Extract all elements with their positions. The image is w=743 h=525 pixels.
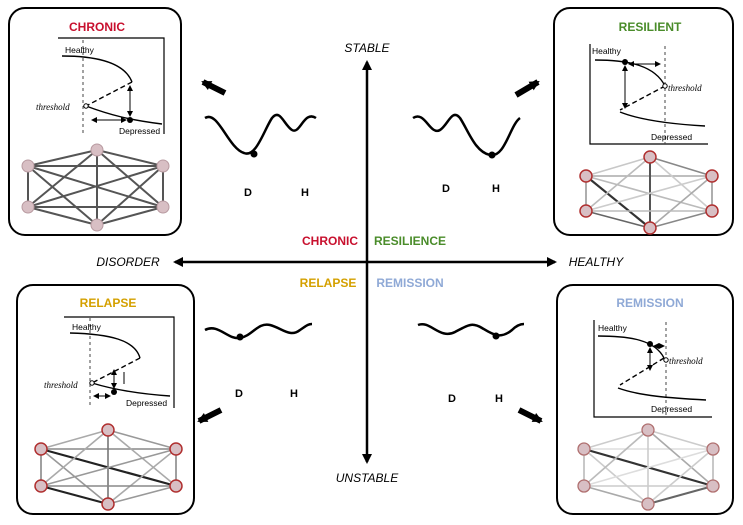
axis-label-unstable: UNSTABLE (336, 471, 399, 485)
landscape-remission: D H (417, 322, 525, 405)
panel-frame (556, 284, 734, 515)
plot-frame (64, 316, 175, 408)
ball (250, 150, 258, 158)
main-axes (173, 60, 557, 464)
label-depressed: Depressed (119, 126, 160, 136)
unstable-branch (85, 81, 133, 107)
panel-title: CHRONIC (69, 20, 125, 34)
label-healthy: Healthy (592, 46, 622, 56)
potential-curve (417, 322, 525, 337)
depressed-branch (85, 105, 163, 125)
quadrant-label-resilience: RESILIENCE (374, 234, 446, 248)
label-healthy: Healthy (598, 323, 628, 333)
ball (236, 333, 244, 341)
network-nodes (579, 150, 719, 235)
plot-frame (593, 320, 712, 418)
network (40, 429, 177, 506)
healthy-branch (69, 332, 141, 359)
label-threshold: threshold (668, 83, 702, 93)
label-d: D (244, 187, 252, 199)
healthy-branch (597, 335, 665, 359)
fold-point (83, 103, 89, 109)
quadrant-label-relapse: RELAPSE (300, 276, 357, 290)
panel-title: REMISSION (616, 296, 683, 310)
label-d: D (448, 393, 456, 405)
ball (488, 151, 496, 159)
landscape-relapse: D H (204, 322, 313, 400)
arrow-to-chronic (201, 79, 227, 96)
panel-title: RELAPSE (80, 296, 137, 310)
landscape-resilient: D H (412, 113, 521, 195)
label-depressed: Depressed (651, 132, 692, 142)
axis-label-stable: STABLE (344, 41, 390, 55)
label-threshold: threshold (669, 356, 703, 366)
state-dot (127, 117, 133, 123)
state-dot (647, 341, 653, 347)
label-healthy: Healthy (65, 45, 95, 55)
network-nodes (21, 143, 170, 232)
arrow-to-remission (517, 407, 543, 424)
label-d: D (235, 388, 243, 400)
network-nodes (577, 423, 720, 511)
label-depressed: Depressed (126, 398, 167, 408)
panel-chronic: CHRONIC Healthy threshold Depressed (8, 7, 182, 236)
network (585, 156, 713, 229)
fold-point (663, 357, 669, 363)
network-nodes (34, 423, 183, 511)
panel-relapse: RELAPSE Healthy threshold Depressed (16, 284, 195, 515)
panel-frame (553, 7, 734, 236)
arrow-to-relapse (197, 407, 223, 424)
ball (492, 332, 500, 340)
label-h: H (290, 388, 298, 400)
potential-curve (412, 113, 521, 157)
label-h: H (492, 183, 500, 195)
axis-label-healthy: HEALTHY (569, 255, 624, 269)
panel-title: RESILIENT (619, 20, 682, 34)
panel-arrows (197, 79, 543, 424)
quadrant-label-remission: REMISSION (376, 276, 443, 290)
network (27, 149, 164, 226)
plot-frame (58, 37, 165, 134)
state-dot (622, 59, 628, 65)
potential-curve (204, 113, 317, 155)
axis-label-disorder: DISORDER (96, 255, 160, 269)
depressed-branch (617, 387, 707, 401)
label-h: H (301, 187, 309, 199)
landscape-chronic: D H (204, 113, 317, 199)
fold-point (89, 380, 95, 386)
arrow-to-resilient (514, 79, 540, 98)
unstable-branch (619, 357, 665, 386)
label-threshold: threshold (44, 380, 78, 390)
potential-curve (204, 322, 313, 340)
plot-frame (589, 44, 708, 145)
label-depressed: Depressed (651, 404, 692, 414)
panel-resilient: RESILIENT Healthy threshold Depressed (553, 7, 734, 236)
quadrant-label-chronic: CHRONIC (302, 234, 358, 248)
label-d: D (442, 183, 450, 195)
panel-remission: REMISSION Healthy threshold Depressed (556, 284, 734, 515)
depressed-branch (619, 111, 706, 127)
label-healthy: Healthy (72, 322, 102, 332)
label-threshold: threshold (36, 102, 70, 112)
label-h: H (495, 393, 503, 405)
fold-point (662, 83, 668, 89)
healthy-branch (61, 55, 133, 83)
depressed-branch (91, 382, 171, 397)
state-dot (111, 389, 117, 395)
